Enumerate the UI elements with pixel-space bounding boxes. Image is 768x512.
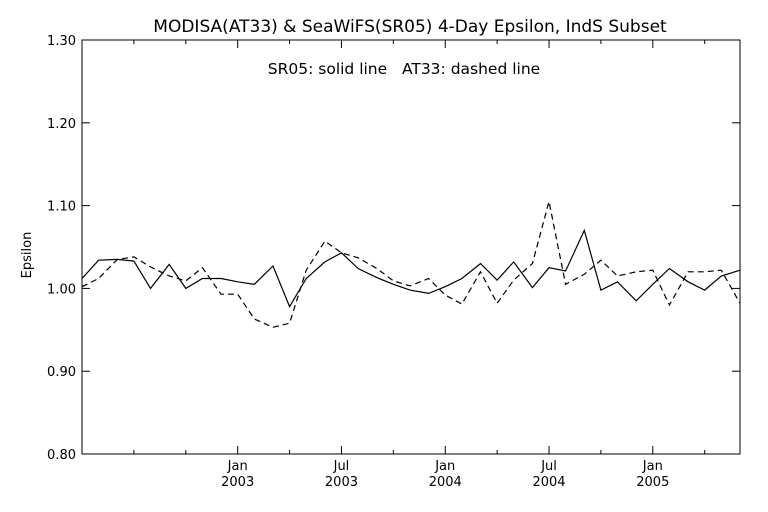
legend-annotation: SR05: solid line AT33: dashed line: [268, 60, 540, 78]
y-tick-label-0: 0.80: [47, 448, 76, 463]
y-tick-label-4: 1.20: [47, 117, 76, 132]
x-tick-label-year-0: 2003: [221, 475, 254, 490]
y-tick-label-3: 1.10: [47, 200, 76, 215]
x-tick-label-month-2: Jan: [434, 459, 455, 474]
y-tick-label-1: 0.90: [47, 365, 76, 380]
x-tick-label-year-2: 2004: [429, 475, 462, 490]
series-line-sr05: [81, 228, 741, 308]
series-line-at33: [81, 201, 741, 328]
y-tick-label-2: 1.00: [47, 282, 76, 297]
x-tick-label-month-0: Jan: [227, 459, 248, 474]
y-axis-label: Epsilon: [20, 232, 35, 279]
x-tick-label-month-3: Jul: [540, 459, 557, 474]
x-tick-label-year-4: 2005: [636, 475, 669, 490]
y-tick-label-5: 1.30: [47, 34, 76, 49]
x-tick-label-year-3: 2004: [532, 475, 565, 490]
x-tick-label-month-1: Jul: [333, 459, 350, 474]
series-layer: [81, 201, 741, 328]
x-tick-label-year-1: 2003: [325, 475, 358, 490]
chart-title: MODISA(AT33) & SeaWiFS(SR05) 4-Day Epsil…: [153, 17, 667, 37]
plot-frame: [81, 39, 741, 455]
x-tick-label-month-4: Jan: [642, 459, 663, 474]
